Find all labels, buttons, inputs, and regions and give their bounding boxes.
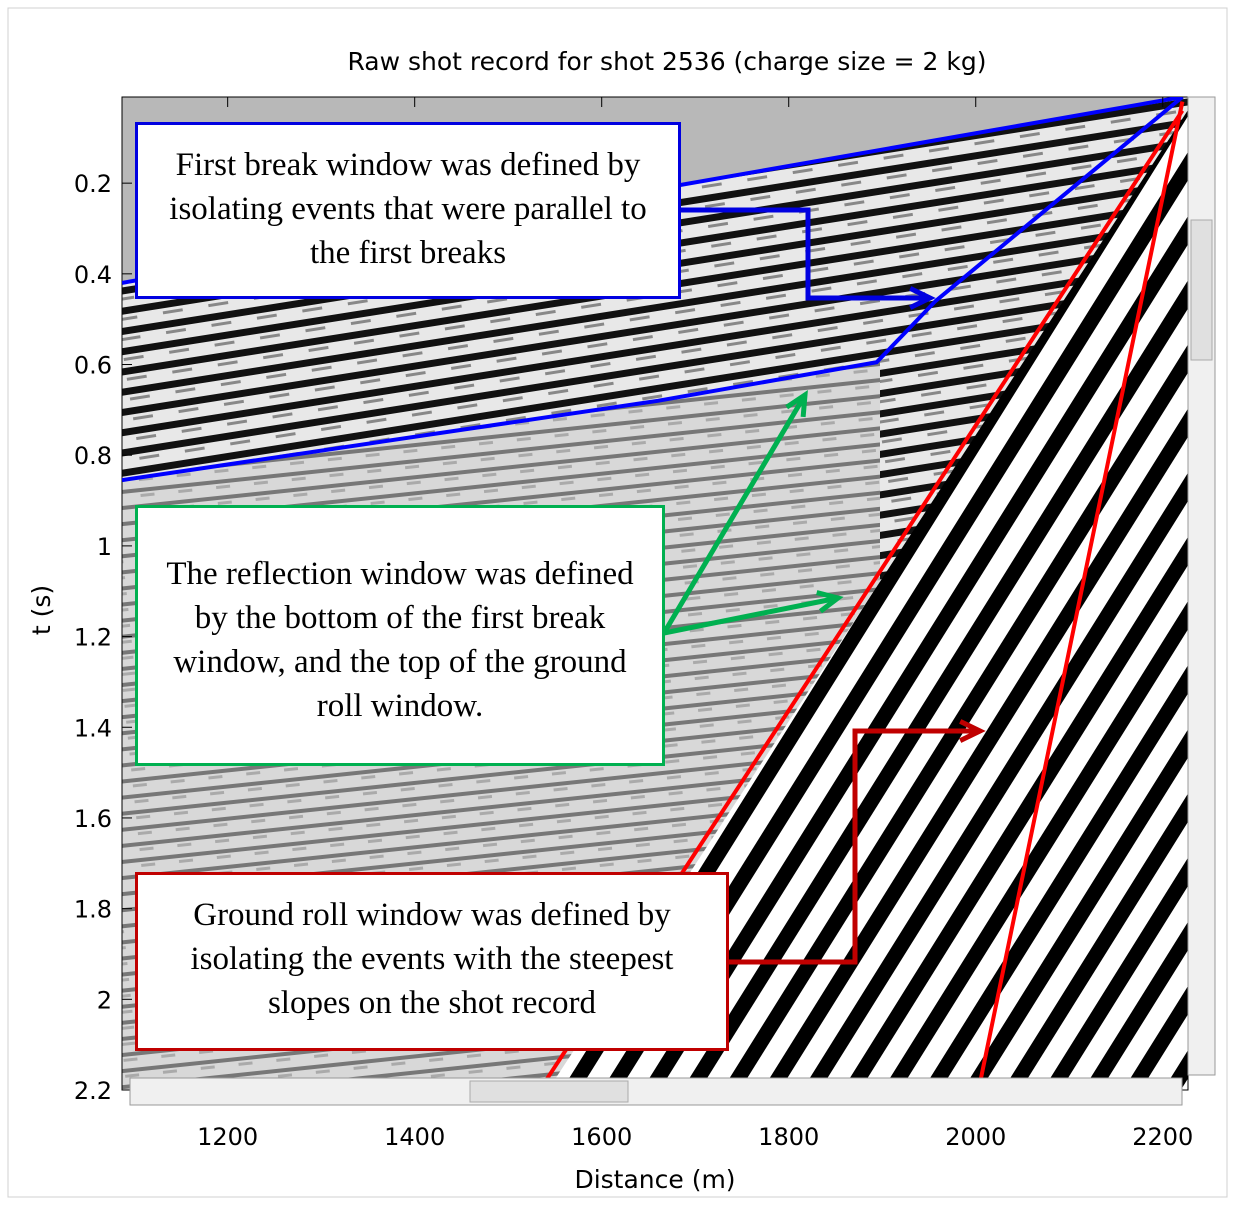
- window-line: [978, 101, 1185, 1082]
- callout-arrow: [663, 595, 839, 636]
- x-axis-label: Distance (m): [574, 1165, 735, 1194]
- y-tick-label: 0.6: [74, 352, 112, 380]
- chart-title: Raw shot record for shot 2536 (charge si…: [347, 47, 986, 76]
- y-tick-label: 2.2: [74, 1077, 112, 1105]
- x-tick-label: 1800: [758, 1123, 819, 1151]
- annotation-box: First break window was defined by isolat…: [135, 122, 681, 299]
- arrow-head: [816, 590, 844, 614]
- annotation-box: The reflection window was defined by the…: [135, 505, 665, 766]
- y-tick-label: 1.8: [74, 896, 112, 924]
- h-scrollbar[interactable]: [129, 1077, 1183, 1106]
- y-tick-label: 1.4: [74, 714, 112, 742]
- y-tick-label: 0.2: [74, 170, 112, 198]
- y-tick-label: 0.8: [74, 442, 112, 470]
- y-axis-label: t (s): [27, 585, 56, 635]
- window-line: [122, 97, 1184, 483]
- callout-arrow: [728, 728, 980, 965]
- y-tick-label: 2: [97, 986, 112, 1014]
- callout-arrow: [661, 393, 808, 635]
- y-tick-label: 0.4: [74, 261, 112, 289]
- arrow-head: [785, 390, 808, 418]
- annotation-box: Ground roll window was defined by isolat…: [135, 872, 729, 1051]
- callout-arrow: [680, 207, 930, 301]
- x-tick-label: 1400: [384, 1123, 445, 1151]
- x-tick-label: 1600: [571, 1123, 632, 1151]
- x-tick-label: 1200: [197, 1123, 258, 1151]
- y-tick-label: 1.2: [74, 624, 112, 652]
- x-tick-label: 2000: [945, 1123, 1006, 1151]
- arrow-head: [959, 719, 986, 743]
- y-tick-label: 1.6: [74, 805, 112, 833]
- h-scroll-thumb[interactable]: [469, 1080, 629, 1103]
- y-tick-label: 1: [97, 533, 112, 561]
- x-tick-label: 2200: [1132, 1123, 1193, 1151]
- arrow-head: [909, 286, 936, 310]
- v-scroll-thumb[interactable]: [1190, 219, 1213, 361]
